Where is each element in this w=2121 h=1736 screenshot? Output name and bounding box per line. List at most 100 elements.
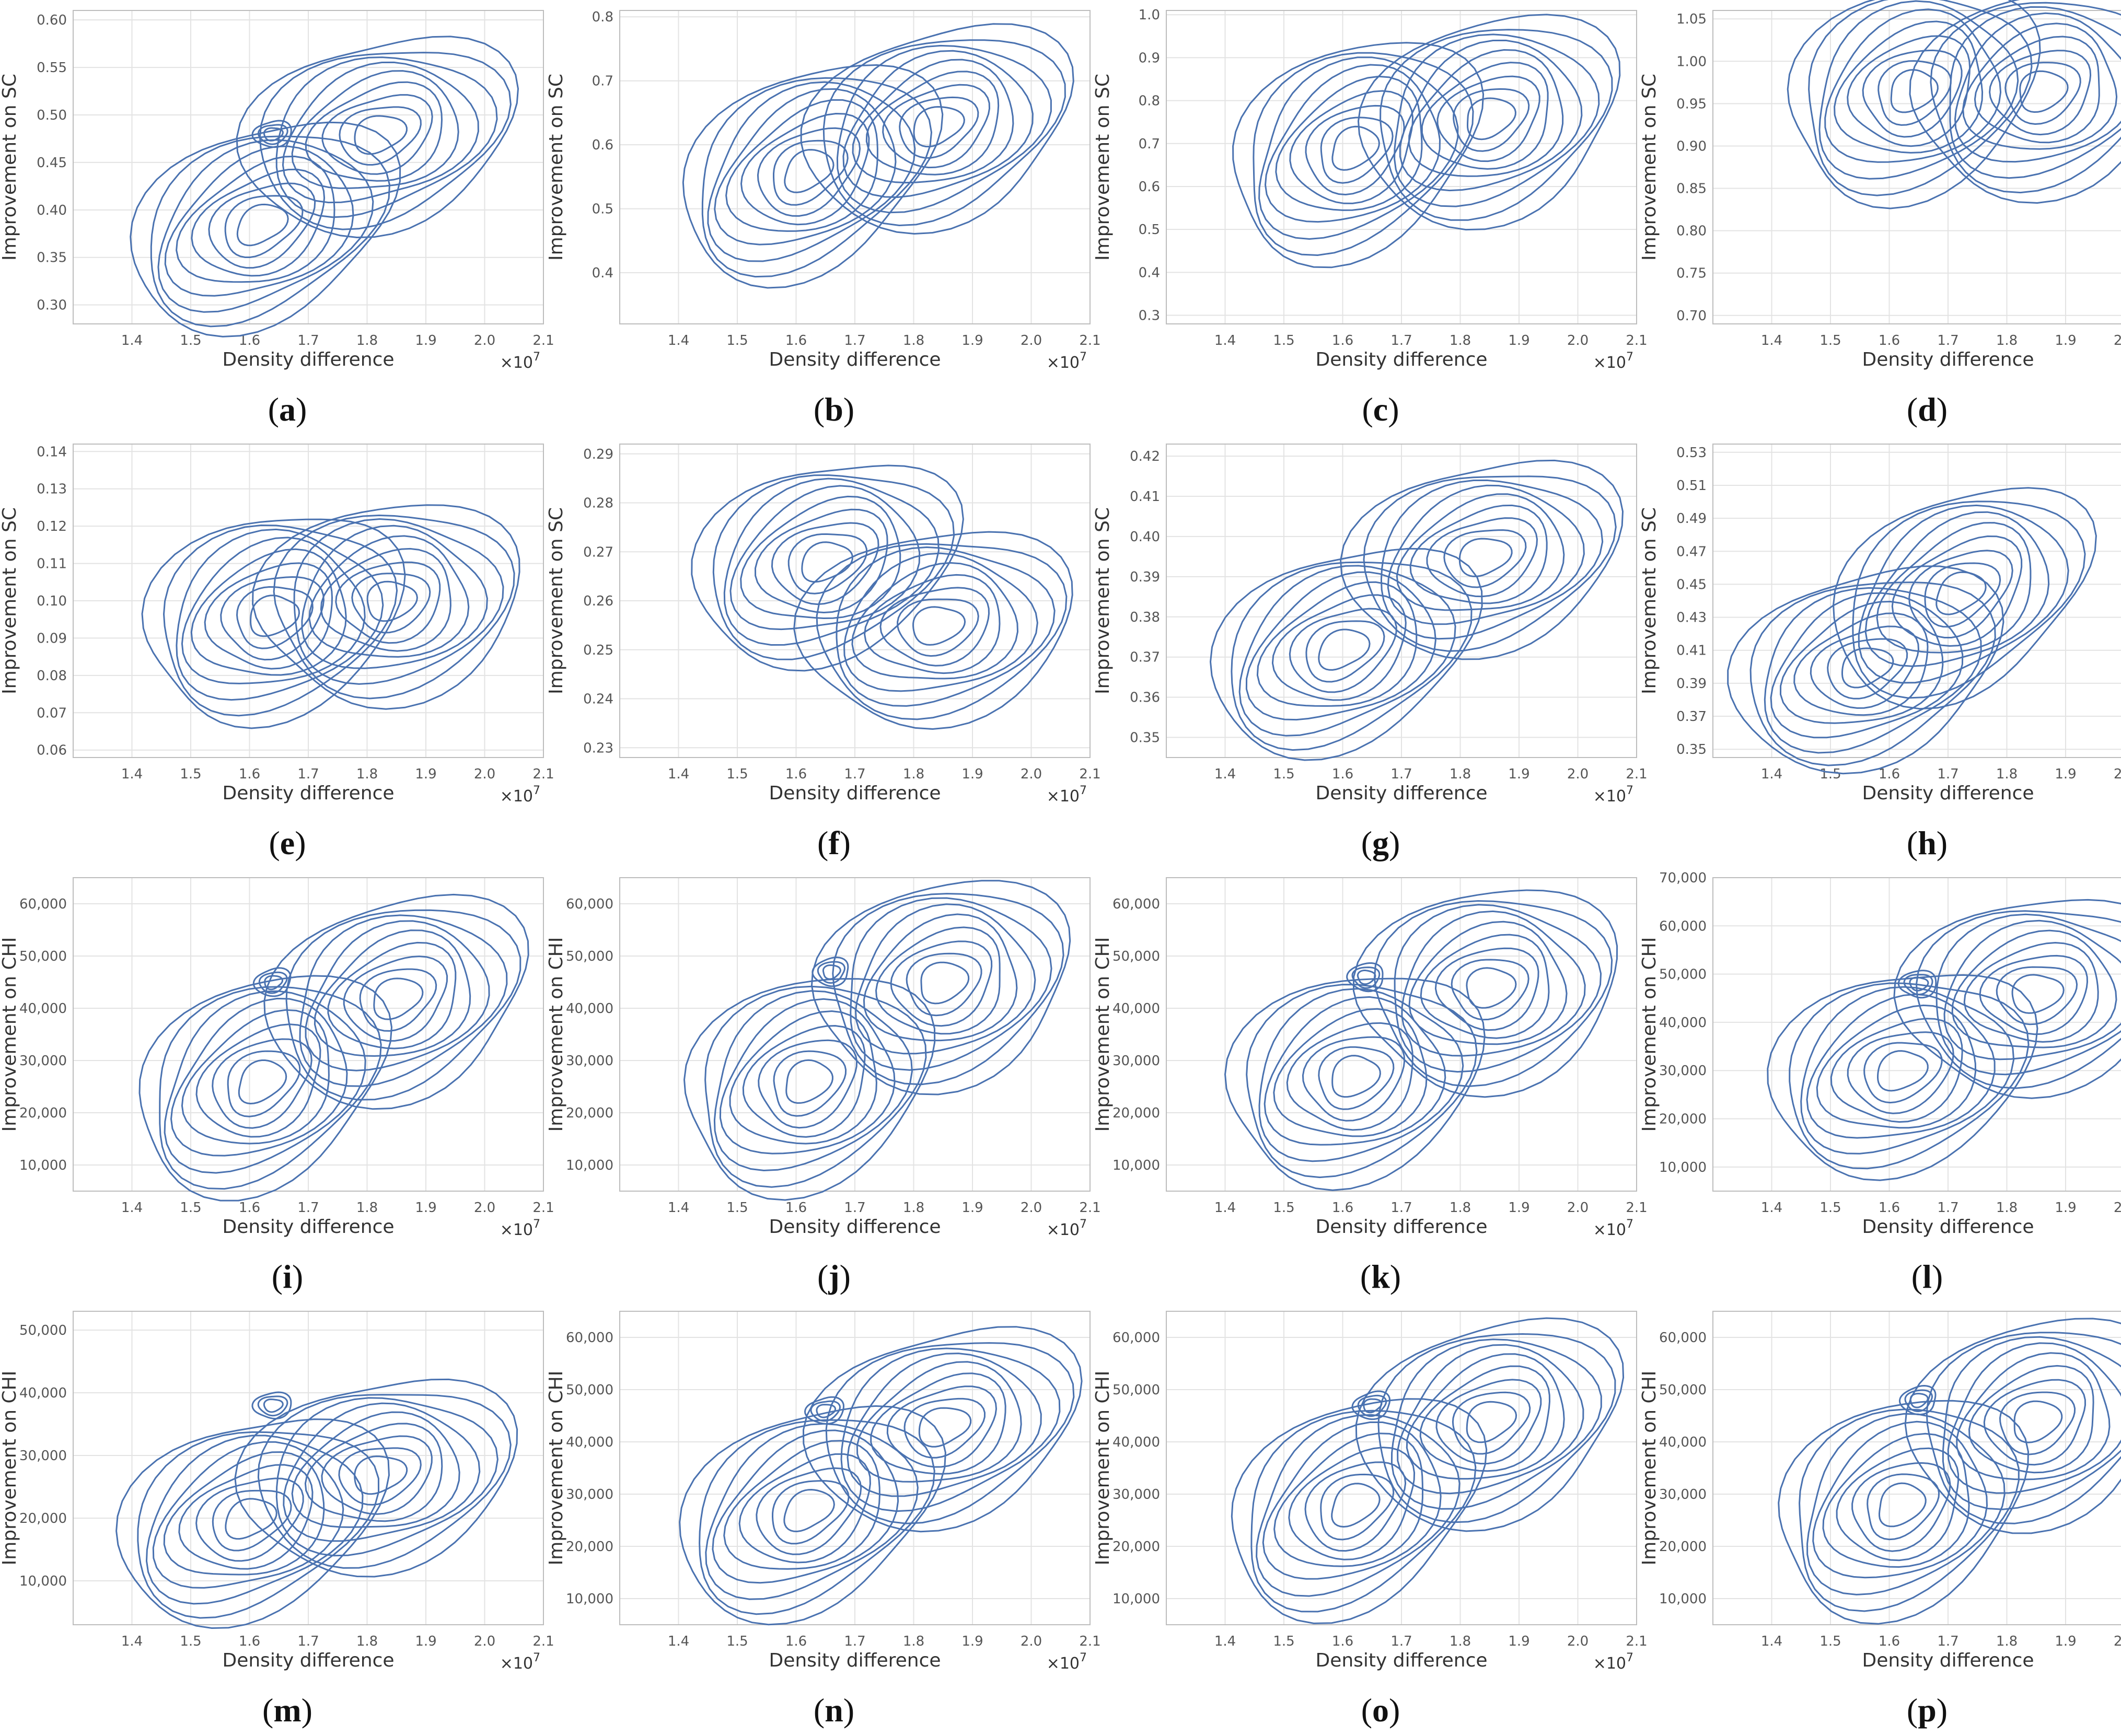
x-tick-label: 1.7 <box>297 766 319 782</box>
y-axis-label: Improvement on CHI <box>546 1371 567 1566</box>
contour-line <box>351 573 431 634</box>
contour-line <box>1793 612 1929 716</box>
x-axis-label: Density difference <box>1862 1650 2034 1671</box>
contour-group <box>1727 487 2097 775</box>
x-axis-label: Density difference <box>1862 349 2034 370</box>
y-tick-label: 30,000 <box>1112 1487 1160 1502</box>
y-tick-label: 50,000 <box>1659 1382 1707 1398</box>
y-tick-label: 10,000 <box>1659 1160 1707 1175</box>
y-tick-label: 40,000 <box>1659 1435 1707 1450</box>
x-exponent-label: ×107 <box>500 784 540 806</box>
contour-line <box>152 1441 344 1589</box>
contour-line <box>1818 0 2019 180</box>
panel-m: 1.4 1.5 1.6 1.7 1.8 1.9 2.0 2.1 10,000 20,000 30,0… <box>0 1311 554 1729</box>
x-tick-label: 1.7 <box>844 1200 865 1216</box>
y-axis-label: Improvement on SC <box>546 507 567 694</box>
x-tick-label: 1.4 <box>668 333 689 348</box>
x-axis-label: Density difference <box>222 1650 394 1671</box>
contour-line <box>1863 1042 1943 1104</box>
contour-line <box>1979 954 2089 1035</box>
contour-line <box>1394 33 1600 207</box>
y-tick-label: 0.38 <box>1130 610 1160 625</box>
x-axis-label: Density difference <box>769 349 941 370</box>
x-axis-label: Density difference <box>222 349 394 370</box>
contour-line <box>138 975 393 1202</box>
contour-line <box>1420 934 1550 1039</box>
x-tick-label: 1.8 <box>1996 333 2018 348</box>
x-tick-label: 1.9 <box>415 1634 436 1649</box>
contour-line <box>707 81 916 262</box>
x-tick-label: 2.0 <box>2114 333 2121 348</box>
contour-line <box>816 1404 837 1418</box>
contour-line <box>865 71 1000 176</box>
panel-caption: (h) <box>1907 824 1948 861</box>
contour-line <box>773 139 849 206</box>
contour-line <box>903 1397 986 1459</box>
x-tick-label: 2.1 <box>1626 333 1647 348</box>
contour-line <box>1434 947 1539 1031</box>
x-tick-label: 1.4 <box>1761 1200 1782 1216</box>
contour-line <box>1357 14 1621 231</box>
contour-line <box>285 909 521 1101</box>
x-tick-label: 1.9 <box>2055 766 2076 782</box>
contour-line <box>181 1009 330 1145</box>
contour-line <box>1770 592 1964 739</box>
y-tick-label: 0.4 <box>592 265 613 281</box>
y-tick-label: 20,000 <box>566 1105 613 1121</box>
contour-line <box>252 504 520 710</box>
y-axis-label: Improvement on SC <box>1092 507 1114 694</box>
x-tick-label: 1.6 <box>1332 1634 1353 1649</box>
y-tick-label: 0.6 <box>1139 179 1160 195</box>
y-tick-label: 0.70 <box>1676 308 1707 324</box>
contour-line <box>1808 0 2033 196</box>
contour-line <box>1357 970 1376 985</box>
contour-line <box>1799 1408 2020 1612</box>
contour-line <box>251 1391 292 1420</box>
x-tick-label: 1.8 <box>1996 1200 2018 1216</box>
contour-line <box>842 50 1034 199</box>
y-tick-label: 0.13 <box>37 482 67 497</box>
contour-line <box>1816 1004 1977 1129</box>
x-tick-label: 1.5 <box>726 1200 748 1216</box>
y-tick-label: 40,000 <box>1112 1435 1160 1450</box>
y-tick-label: 20,000 <box>19 1105 67 1121</box>
x-axis-label: Density difference <box>1315 1216 1487 1238</box>
y-tick-label: 0.26 <box>583 593 613 609</box>
contour-line <box>1253 52 1474 257</box>
y-tick-label: 0.51 <box>1676 478 1707 494</box>
x-tick-label: 1.5 <box>1273 1634 1294 1649</box>
x-tick-label: 1.5 <box>1273 766 1294 782</box>
contour-line <box>1876 1050 1929 1092</box>
x-exponent-label: ×107 <box>1593 1218 1633 1239</box>
contour-line <box>301 525 488 669</box>
plot-frame <box>1166 877 1637 1192</box>
contour-group <box>1778 1318 2121 1625</box>
contour-line <box>291 70 459 189</box>
contour-line <box>851 562 1019 680</box>
y-tick-label: 0.7 <box>592 74 613 89</box>
y-tick-label: 40,000 <box>566 1001 613 1017</box>
y-tick-label: 1.0 <box>1139 7 1160 23</box>
panel-caption: (f) <box>817 824 851 861</box>
contour-line <box>804 1396 845 1425</box>
plot-frame <box>1712 877 2121 1192</box>
y-tick-label: 30,000 <box>566 1487 613 1502</box>
y-tick-label: 30,000 <box>19 1448 67 1464</box>
x-exponent-label: ×107 <box>500 1651 540 1673</box>
contour-line <box>1908 550 2013 638</box>
x-axis-label: Density difference <box>1315 783 1487 804</box>
y-tick-label: 0.45 <box>37 155 67 171</box>
contour-line <box>870 1372 1006 1475</box>
contour-line <box>784 149 835 193</box>
panel-d: 1.41.51.61.71.81.92.02.10.700.750.800.85… <box>1639 0 2121 428</box>
contour-line <box>683 978 936 1201</box>
contour-line <box>1876 522 2032 654</box>
plot-frame <box>619 877 1091 1192</box>
y-tick-label: 0.39 <box>1676 676 1707 692</box>
contour-line <box>1851 1462 1951 1552</box>
y-tick-label: 0.35 <box>1130 730 1160 746</box>
contour-line <box>1419 1365 1551 1472</box>
x-tick-label: 2.0 <box>1021 333 1042 348</box>
x-exponent-label: ×107 <box>1047 1218 1087 1239</box>
contour-line <box>1893 899 2121 1099</box>
